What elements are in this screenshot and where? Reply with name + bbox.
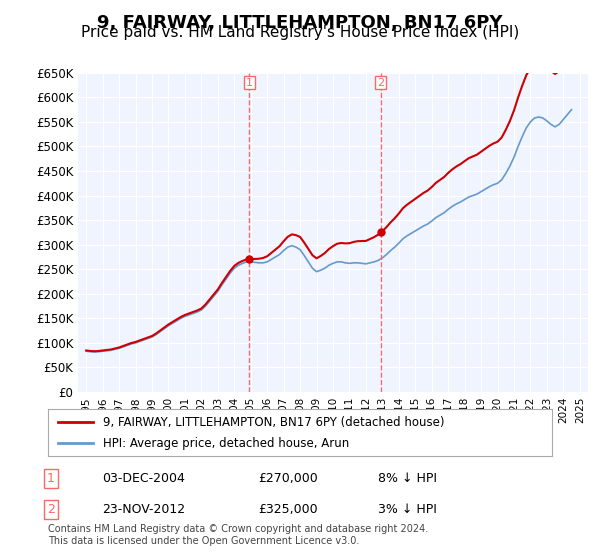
Text: £270,000: £270,000 bbox=[258, 472, 318, 486]
Text: Price paid vs. HM Land Registry's House Price Index (HPI): Price paid vs. HM Land Registry's House … bbox=[81, 25, 519, 40]
Text: 9, FAIRWAY, LITTLEHAMPTON, BN17 6PY (detached house): 9, FAIRWAY, LITTLEHAMPTON, BN17 6PY (det… bbox=[103, 416, 445, 428]
Text: 3% ↓ HPI: 3% ↓ HPI bbox=[378, 503, 437, 516]
Text: 03-DEC-2004: 03-DEC-2004 bbox=[102, 472, 185, 486]
Text: 9, FAIRWAY, LITTLEHAMPTON, BN17 6PY: 9, FAIRWAY, LITTLEHAMPTON, BN17 6PY bbox=[97, 14, 503, 32]
Text: HPI: Average price, detached house, Arun: HPI: Average price, detached house, Arun bbox=[103, 437, 350, 450]
Text: 2: 2 bbox=[377, 78, 384, 87]
Text: 8% ↓ HPI: 8% ↓ HPI bbox=[378, 472, 437, 486]
Text: 1: 1 bbox=[47, 472, 55, 486]
Text: 23-NOV-2012: 23-NOV-2012 bbox=[102, 503, 185, 516]
Text: 2: 2 bbox=[47, 503, 55, 516]
Text: Contains HM Land Registry data © Crown copyright and database right 2024.
This d: Contains HM Land Registry data © Crown c… bbox=[48, 524, 428, 546]
Text: £325,000: £325,000 bbox=[258, 503, 317, 516]
Text: 1: 1 bbox=[246, 78, 253, 87]
